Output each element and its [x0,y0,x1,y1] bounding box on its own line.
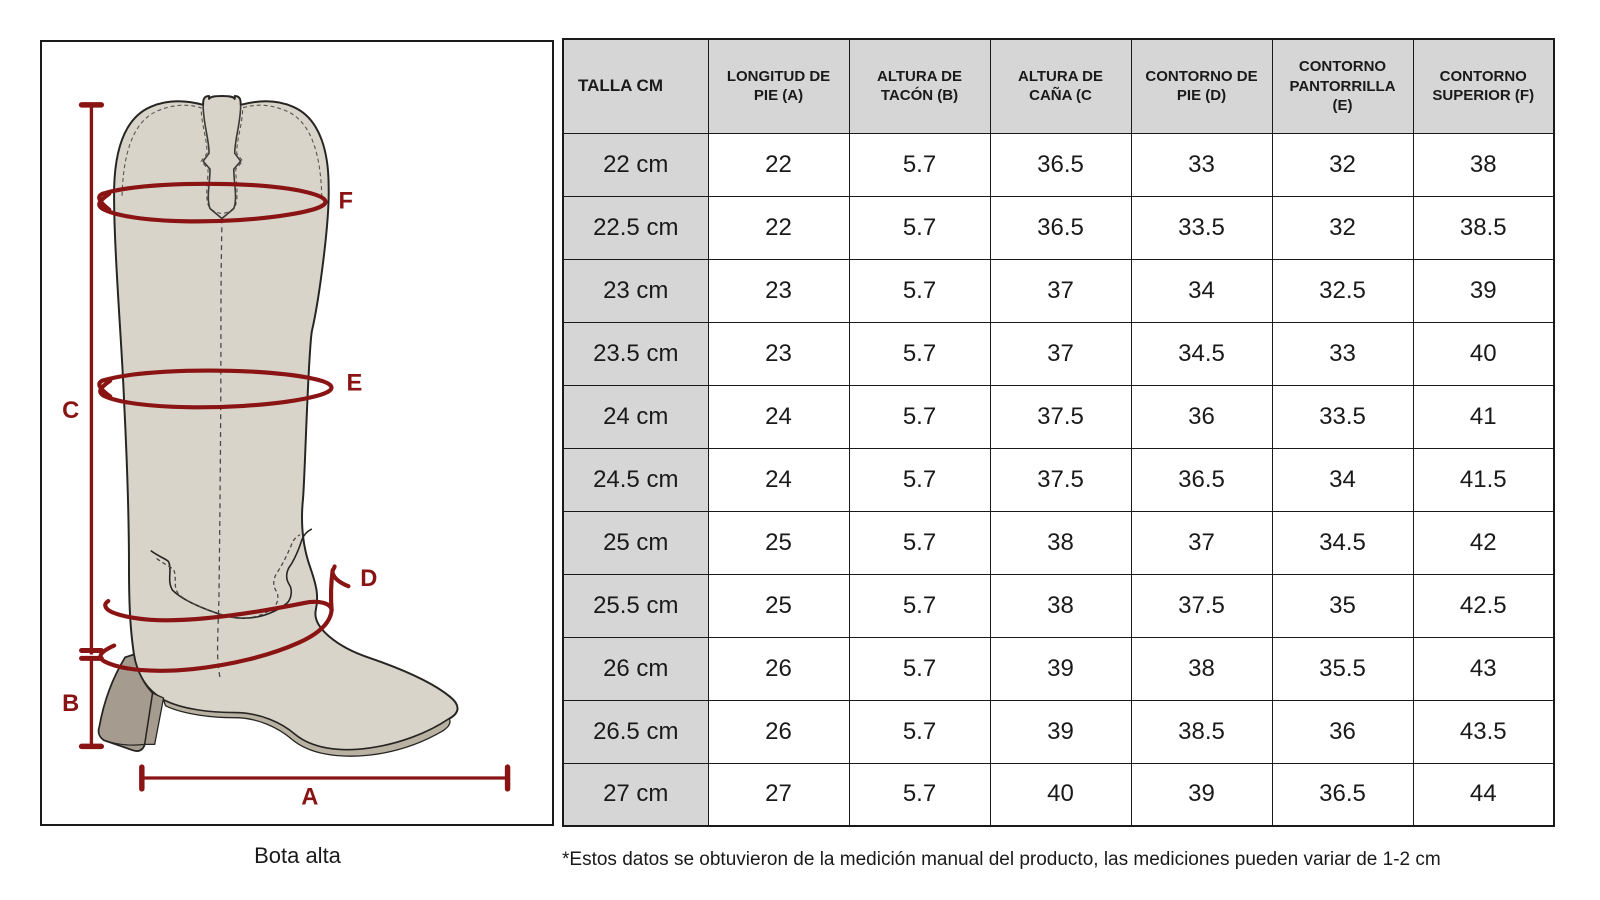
svg-text:D: D [360,566,377,592]
svg-text:B: B [62,691,79,717]
svg-text:C: C [62,398,79,424]
svg-text:F: F [339,189,354,215]
svg-text:A: A [301,785,318,811]
svg-text:E: E [346,371,362,397]
